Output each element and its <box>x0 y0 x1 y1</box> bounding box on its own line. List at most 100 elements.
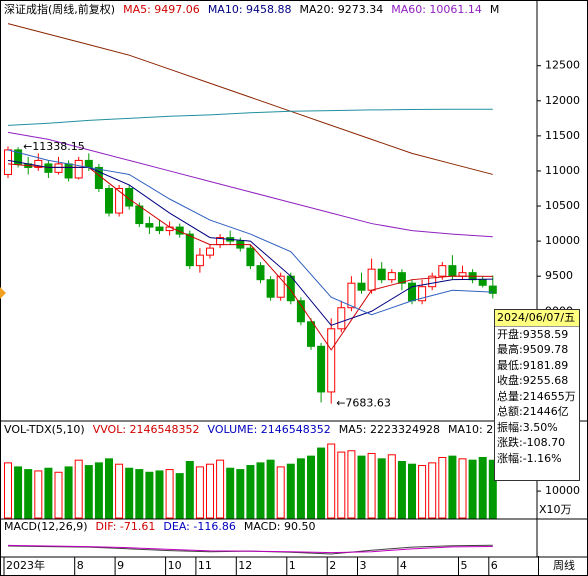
x-tick-label: 5 <box>461 559 468 572</box>
indicator-label: 深证成指(周线,前复权) <box>4 2 115 16</box>
candle-body <box>34 159 43 168</box>
indicator-label: M <box>490 3 500 16</box>
volume-bar <box>115 463 124 519</box>
volume-bar <box>226 467 235 519</box>
volume-bar <box>377 458 386 519</box>
volume-bar <box>145 471 154 519</box>
line <box>7 23 493 175</box>
info-date: 2024/06/07/五 <box>495 310 579 327</box>
volume-bar <box>448 455 457 519</box>
info-row: 总额:21446亿 <box>497 405 569 418</box>
volume-bar <box>468 459 477 519</box>
annotation: ←7683.63 <box>336 397 391 410</box>
info-row: 开盘:9358.59 <box>497 327 569 341</box>
candle-body <box>367 268 376 291</box>
candle-body <box>347 282 356 309</box>
candle-body <box>428 275 437 288</box>
volume-bar <box>296 458 305 519</box>
indicator-label: MA5: 9497.06 <box>123 3 200 16</box>
candle-body <box>458 272 467 277</box>
x-tick-label: 3 <box>360 559 367 572</box>
y-tick-label: 11500 <box>545 129 580 142</box>
volume-bar <box>125 467 134 519</box>
indicator-label: MACD(12,26,9) <box>4 520 88 533</box>
indicator-label: MACD: 90.50 <box>244 520 316 533</box>
x-tick-label: 1 <box>289 559 296 572</box>
info-row: 最低:9181.89 <box>497 358 569 372</box>
candle-body <box>327 328 336 393</box>
info-row: 涨幅:-1.16% <box>497 451 562 465</box>
candle-body <box>448 265 457 277</box>
x-tick-label: 2 <box>329 559 336 572</box>
volume-bar <box>135 469 144 519</box>
scroll-marker <box>0 287 6 299</box>
volume-bar <box>266 459 275 519</box>
line <box>7 544 493 554</box>
volume-bar <box>428 462 437 519</box>
info-row: 收盘:9255.68 <box>497 374 569 387</box>
volume-bar <box>14 466 23 519</box>
volume-bar <box>84 465 93 519</box>
candle-body <box>115 187 124 214</box>
candle-body <box>256 265 265 281</box>
volume-bar <box>307 455 315 519</box>
info-row: 总量:214655万 <box>497 389 576 403</box>
candle-body <box>397 272 406 284</box>
candle-body <box>155 226 164 232</box>
indicator-label: DIF: -71.61 <box>96 520 156 533</box>
volume-bar <box>246 465 255 519</box>
volume-bar <box>24 469 33 519</box>
candle-body <box>175 226 184 235</box>
volume-bar <box>4 462 12 519</box>
volume-bar <box>438 456 447 519</box>
volume-bar <box>54 471 63 519</box>
candle-body <box>377 268 386 281</box>
volume-bar <box>458 458 467 519</box>
x-tick-label: 8 <box>77 559 84 572</box>
candle-body <box>307 321 315 347</box>
volume-bar <box>488 459 497 519</box>
line <box>7 131 493 238</box>
x-tick-label: 9 <box>117 559 124 572</box>
period-button[interactable]: 周线 <box>538 556 588 576</box>
candle-body <box>14 149 23 165</box>
volume-bar <box>276 466 285 519</box>
volume-bar <box>367 452 376 519</box>
volume-bar <box>256 462 265 519</box>
candle-body <box>206 247 214 256</box>
indicator-label: MA20: 9273.34 <box>300 3 384 16</box>
candle-body <box>357 282 366 291</box>
indicator-label: VVOL: 2146548352 <box>93 423 200 436</box>
candle-body <box>296 300 305 323</box>
candle-body <box>246 247 255 267</box>
y-tick-label: 9500 <box>545 269 573 282</box>
unit-label: X10万 <box>539 503 572 516</box>
volume-bar <box>64 466 73 519</box>
candle-body <box>125 187 134 207</box>
volume-bar <box>105 458 113 519</box>
candle-body <box>478 279 487 286</box>
candle-body <box>438 265 447 277</box>
volume-bar <box>155 470 164 519</box>
volume-bar <box>478 456 487 519</box>
volume-bar <box>408 463 416 519</box>
line <box>7 149 493 316</box>
candle-body <box>4 149 12 175</box>
volume-bar <box>347 450 356 519</box>
candle-body <box>185 233 194 267</box>
volume-bar <box>175 473 184 519</box>
volume-bar <box>327 443 336 519</box>
volume-bar <box>165 469 174 519</box>
indicator-label: VOLUME: 2146548352 <box>208 423 331 436</box>
indicator-label: MA5: 2223324928 <box>339 423 440 436</box>
y-tick-label: 10000 <box>545 484 580 497</box>
y-tick-label: 11000 <box>545 164 580 177</box>
candle-body <box>317 345 326 393</box>
candle-body <box>387 272 396 281</box>
x-tick-label: 4 <box>400 559 407 572</box>
info-row: 最高:9509.78 <box>497 343 569 356</box>
candle-body <box>74 159 83 179</box>
volume-bar <box>34 470 43 519</box>
volume-bar <box>337 451 346 519</box>
